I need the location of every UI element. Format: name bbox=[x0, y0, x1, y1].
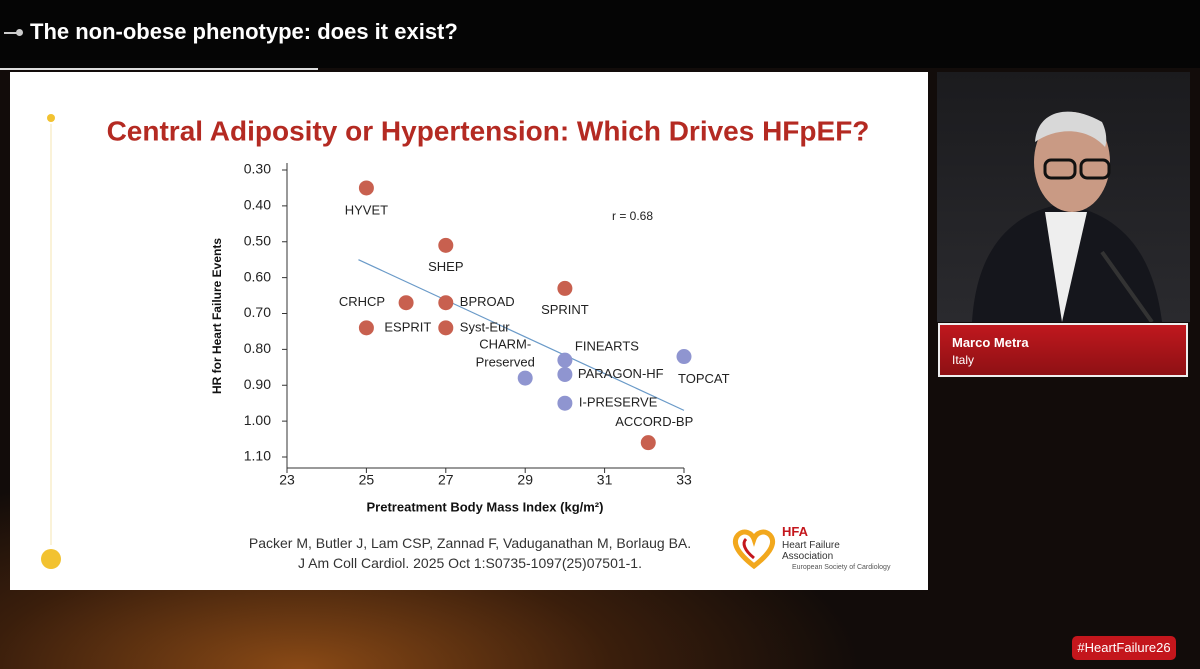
point-label: HYVET bbox=[345, 202, 388, 217]
data-point bbox=[557, 352, 573, 368]
speaker-name: Marco Metra bbox=[952, 335, 1029, 350]
logo-text: Heart Failure bbox=[782, 540, 840, 551]
annotation: r = 0.68 bbox=[612, 209, 653, 223]
decor-dot bbox=[41, 549, 61, 569]
point-label: PARAGON-HF bbox=[578, 366, 664, 381]
x-axis-label: Pretreatment Body Mass Index (kg/m²) bbox=[367, 499, 604, 514]
x-tick-label: 27 bbox=[438, 472, 454, 488]
data-point bbox=[438, 237, 454, 253]
y-tick-label: 0.60 bbox=[244, 268, 271, 284]
point-label: FINEARTS bbox=[575, 339, 639, 354]
point-label: ACCORD-BP bbox=[615, 414, 693, 429]
x-tick-label: 31 bbox=[597, 472, 613, 488]
data-point bbox=[557, 366, 573, 382]
data-point bbox=[358, 180, 374, 196]
citation: Packer M, Butler J, Lam CSP, Zannad F, V… bbox=[190, 533, 750, 573]
y-tick-label: 0.50 bbox=[244, 232, 271, 248]
progress-line bbox=[0, 68, 318, 70]
citation-line: Packer M, Butler J, Lam CSP, Zannad F, V… bbox=[248, 535, 692, 551]
data-point bbox=[517, 370, 533, 386]
y-tick-label: 1.00 bbox=[244, 412, 271, 428]
data-point bbox=[676, 349, 692, 365]
point-label: CHARM- bbox=[479, 337, 531, 352]
data-point bbox=[557, 280, 573, 296]
y-tick-label: 0.80 bbox=[244, 340, 271, 356]
logo-society: European Society of Cardiology bbox=[792, 564, 891, 571]
data-point bbox=[438, 295, 454, 311]
point-label: SHEP bbox=[428, 259, 463, 274]
point-label: BPROAD bbox=[460, 294, 515, 309]
citation-line: J Am Coll Cardiol. 2025 Oct 1:S0735-1097… bbox=[298, 555, 642, 571]
hashtag: #HeartFailure26 bbox=[1072, 636, 1176, 660]
data-point bbox=[398, 295, 414, 311]
speaker-country: Italy bbox=[952, 353, 975, 367]
point-label: TOPCAT bbox=[678, 371, 730, 386]
y-tick-label: 0.30 bbox=[244, 161, 271, 177]
logo-title: HFA bbox=[782, 524, 808, 539]
trend-line bbox=[358, 259, 685, 411]
point-label: CRHCP bbox=[339, 294, 385, 309]
logo-text: Association bbox=[782, 551, 834, 562]
name-card: Marco Metra Italy bbox=[938, 323, 1188, 377]
logo-icon bbox=[732, 529, 776, 570]
top-bar: The non-obese phenotype: does it exist? bbox=[0, 0, 1200, 68]
y-tick-label: 0.90 bbox=[244, 376, 271, 392]
hfa-logo: HFA Heart Failure Association European S… bbox=[730, 522, 900, 578]
x-tick-label: 25 bbox=[359, 472, 375, 488]
x-tick-label: 29 bbox=[517, 472, 533, 488]
data-point bbox=[438, 320, 454, 336]
data-point bbox=[358, 320, 374, 336]
y-tick-label: 0.70 bbox=[244, 304, 271, 320]
slide-title: Central Adiposity or Hypertension: Which… bbox=[107, 115, 870, 146]
x-tick-label: 33 bbox=[676, 472, 692, 488]
data-point bbox=[557, 395, 573, 411]
y-axis-label: HR for Heart Failure Events bbox=[210, 238, 224, 394]
data-point bbox=[640, 435, 656, 451]
speaker-figure bbox=[972, 111, 1162, 322]
decor-dot bbox=[47, 114, 55, 122]
x-tick-label: 23 bbox=[279, 472, 295, 488]
icon bbox=[16, 29, 23, 36]
point-label: SPRINT bbox=[541, 302, 589, 317]
point-label: I-PRESERVE bbox=[579, 395, 658, 410]
slide bbox=[10, 72, 928, 590]
y-tick-label: 0.40 bbox=[244, 197, 271, 213]
speaker-video bbox=[937, 72, 1190, 322]
point-label: ESPRIT bbox=[384, 319, 431, 334]
session-title: The non-obese phenotype: does it exist? bbox=[30, 19, 458, 44]
icon bbox=[4, 32, 20, 34]
y-tick-label: 1.10 bbox=[244, 448, 271, 464]
point-label: Preserved bbox=[476, 355, 535, 370]
point-label: Syst-Eur bbox=[460, 319, 511, 334]
